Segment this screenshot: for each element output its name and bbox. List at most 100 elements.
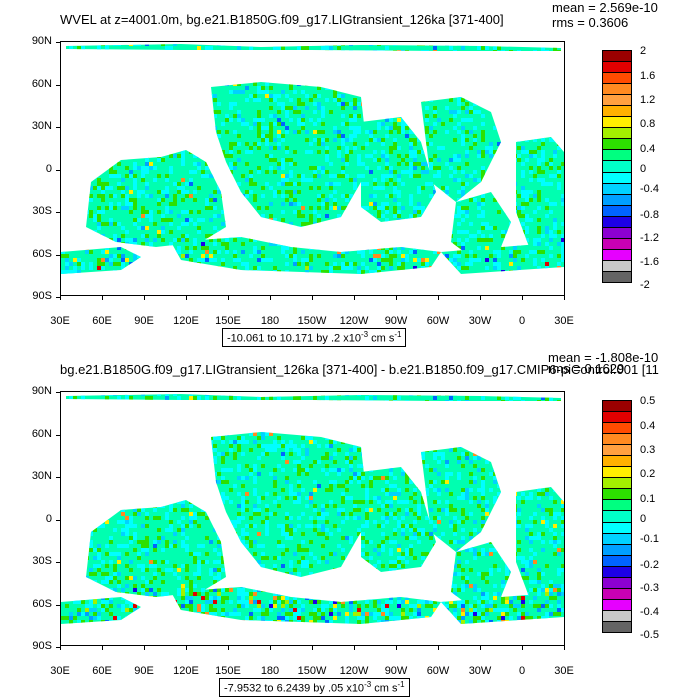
field-cell <box>165 540 169 544</box>
field-cell <box>329 266 333 270</box>
field-cell <box>557 512 561 516</box>
field-cell <box>365 552 369 556</box>
field-cell <box>293 396 297 400</box>
field-cell <box>361 250 365 254</box>
field-cell <box>381 564 385 568</box>
field-cell <box>425 262 429 266</box>
field-cell <box>469 146 473 150</box>
field-cell <box>413 250 417 254</box>
field-cell <box>481 150 485 154</box>
field-cell <box>313 556 317 560</box>
field-cell <box>457 456 461 460</box>
field-cell <box>293 258 297 262</box>
field-cell <box>205 202 209 206</box>
field-cell <box>141 544 145 548</box>
field-cell <box>393 206 397 210</box>
field-cell <box>537 492 541 496</box>
field-cell <box>165 568 169 572</box>
field-cell <box>385 258 389 262</box>
field-cell <box>441 480 445 484</box>
field-cell <box>397 520 401 524</box>
field-cell <box>549 528 553 532</box>
field-cell <box>357 114 361 118</box>
range-exponent: -3 <box>360 330 369 339</box>
field-cell <box>185 238 189 242</box>
field-cell <box>269 186 273 190</box>
field-cell <box>461 218 465 222</box>
field-cell <box>525 254 529 258</box>
lon-label: 150E <box>215 315 241 327</box>
field-cell <box>221 500 225 504</box>
field-cell <box>405 488 409 492</box>
field-cell <box>481 210 485 214</box>
field-cell <box>537 190 541 194</box>
field-cell <box>105 250 109 254</box>
field-cell <box>473 456 477 460</box>
field-cell <box>145 544 149 548</box>
field-cell <box>453 110 457 114</box>
field-cell <box>437 488 441 492</box>
field-cell <box>297 464 301 468</box>
field-cell <box>333 504 337 508</box>
field-cell <box>241 436 245 440</box>
field-cell <box>481 548 485 552</box>
field-cell <box>233 524 237 528</box>
field-cell <box>545 396 549 400</box>
field-cell <box>129 174 133 178</box>
field-cell <box>125 166 129 170</box>
field-cell <box>285 146 289 150</box>
field-cell <box>157 516 161 520</box>
field-cell <box>205 198 209 202</box>
field-cell <box>437 508 441 512</box>
field-cell <box>229 170 233 174</box>
field-cell <box>485 500 489 504</box>
field-cell <box>261 444 265 448</box>
field-cell <box>417 516 421 520</box>
field-cell <box>129 170 133 174</box>
field-cell <box>473 476 477 480</box>
field-cell <box>421 452 425 456</box>
field-cell <box>233 162 237 166</box>
field-cell <box>513 250 517 254</box>
field-cell <box>481 174 485 178</box>
field-cell <box>529 496 533 500</box>
field-cell <box>137 564 141 568</box>
field-cell <box>241 476 245 480</box>
field-cell <box>325 560 329 564</box>
field-cell <box>409 536 413 540</box>
field-cell <box>481 114 485 118</box>
field-cell <box>317 560 321 564</box>
field-cell <box>125 198 129 202</box>
field-cell <box>293 528 297 532</box>
field-cell <box>449 258 453 262</box>
field-cell <box>425 258 429 262</box>
field-cell <box>253 512 257 516</box>
field-cell <box>529 536 533 540</box>
field-cell <box>477 154 481 158</box>
field-cell <box>133 178 137 182</box>
field-cell <box>425 142 429 146</box>
field-cell <box>309 118 313 122</box>
field-cell <box>473 452 477 456</box>
field-cell <box>317 524 321 528</box>
field-cell <box>341 106 345 110</box>
field-cell <box>265 528 269 532</box>
field-cell <box>297 174 301 178</box>
field-cell <box>341 262 345 266</box>
field-cell <box>321 202 325 206</box>
field-cell <box>421 556 425 560</box>
field-cell <box>401 528 405 532</box>
field-cell <box>401 170 405 174</box>
field-cell <box>277 464 281 468</box>
field-cell <box>441 532 445 536</box>
field-cell <box>445 464 449 468</box>
field-cell <box>393 512 397 516</box>
field-cell <box>513 254 517 258</box>
field-cell <box>269 146 273 150</box>
lat-label: 60S <box>32 248 52 260</box>
field-cell <box>457 266 461 270</box>
field-cell <box>425 162 429 166</box>
field-cell <box>369 138 373 142</box>
field-cell <box>189 396 193 400</box>
field-cell <box>89 266 93 270</box>
